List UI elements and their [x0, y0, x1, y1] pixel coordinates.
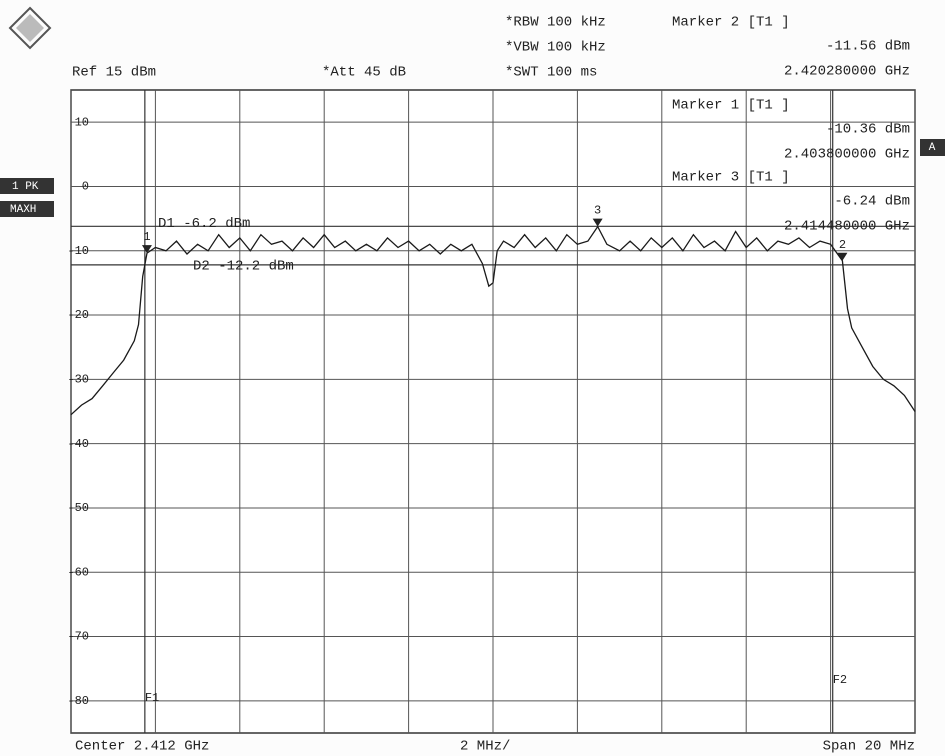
marker: [592, 218, 603, 227]
trace-mode: MAXH: [10, 204, 36, 216]
marker: [837, 252, 848, 261]
y-tick-label: 10: [75, 115, 89, 129]
division: 2 MHz/: [460, 739, 510, 755]
attenuation: *Att 45 dB: [322, 65, 406, 81]
frequency-line-label: F2: [833, 673, 847, 687]
marker: [141, 245, 152, 254]
logo: [8, 6, 52, 50]
y-tick-label: -10: [67, 244, 89, 258]
marker-name: Marker 2 [T1 ]: [672, 15, 790, 31]
marker-frequency: 2.414480000 GHz: [784, 219, 910, 235]
marker-level: -11.56 dBm: [826, 39, 910, 55]
detector-box: [0, 178, 54, 194]
marker-tag: 1: [143, 230, 150, 244]
marker-frequency: 2.420280000 GHz: [784, 64, 910, 80]
marker-level: -6.24 dBm: [834, 194, 910, 210]
display-line-label: D2 -12.2 dBm: [193, 259, 294, 275]
marker-name: Marker 3 [T1 ]: [672, 170, 790, 186]
marker-frequency: 2.403800000 GHz: [784, 147, 910, 163]
y-tick-label: -70: [67, 630, 89, 644]
vbw: *VBW 100 kHz: [505, 40, 606, 56]
frequency-line-label: F1: [145, 691, 159, 705]
marker-level: -10.36 dBm: [826, 122, 910, 138]
mode-box: [0, 201, 54, 217]
y-tick-label: -20: [67, 308, 89, 322]
y-tick-label: 0: [82, 180, 89, 194]
detector: 1 PK: [12, 181, 39, 193]
display-line-label: D1 -6.2 dBm: [158, 216, 250, 232]
span: Span 20 MHz: [823, 739, 915, 755]
y-tick-label: -40: [67, 437, 89, 451]
marker-tag: 2: [839, 238, 846, 252]
marker-name: Marker 1 [T1 ]: [672, 98, 790, 114]
swt: *SWT 100 ms: [505, 65, 597, 81]
rbw: *RBW 100 kHz: [505, 15, 606, 31]
ref-level: Ref 15 dBm: [72, 65, 156, 81]
y-tick-label: -50: [67, 501, 89, 515]
y-tick-label: -30: [67, 373, 89, 387]
marker-tag: 3: [594, 204, 601, 218]
y-tick-label: -80: [67, 694, 89, 708]
center-frequency: Center 2.412 GHz: [75, 739, 209, 755]
trace-box: [920, 139, 945, 156]
trace: [70, 225, 916, 416]
trace-label: A: [929, 142, 936, 154]
y-tick-label: -60: [67, 565, 89, 579]
